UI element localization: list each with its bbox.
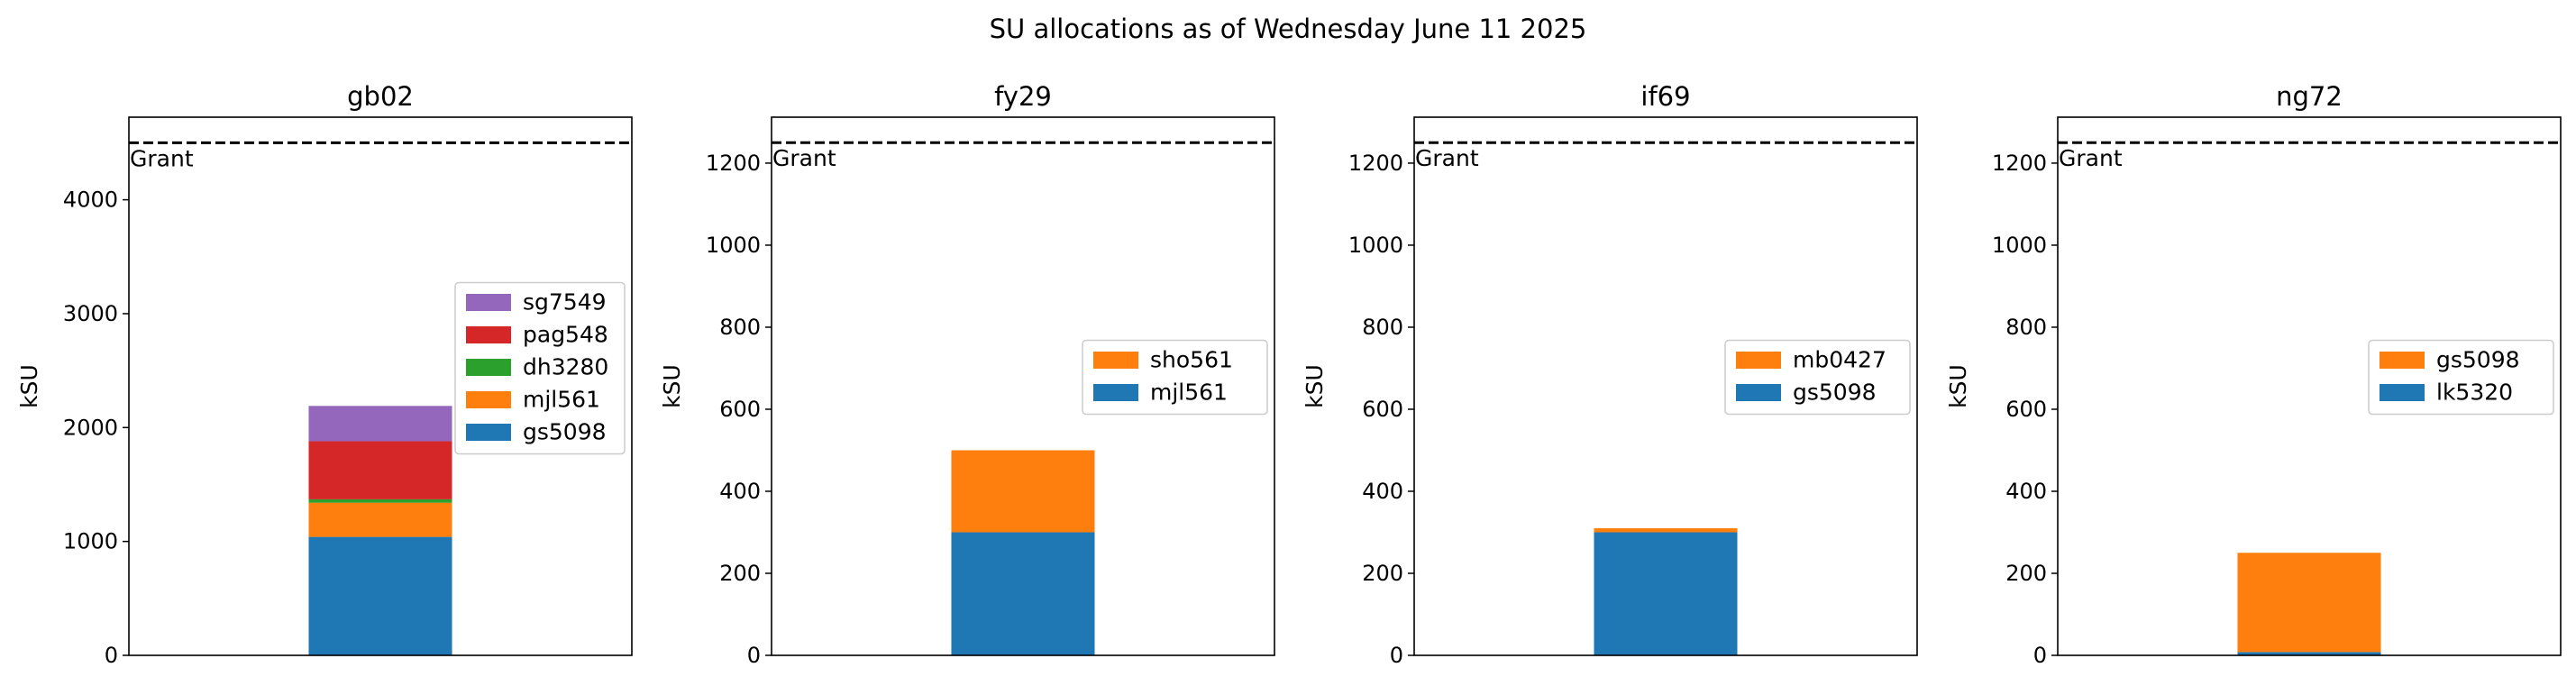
grant-label: Grant bbox=[130, 145, 194, 171]
y-tick-label: 1200 bbox=[1992, 151, 2047, 176]
legend-swatch-mb0427 bbox=[1736, 352, 1781, 369]
axes-frame bbox=[128, 116, 633, 656]
y-tick-label: 600 bbox=[1362, 397, 1403, 422]
y-tick-label: 1200 bbox=[1348, 151, 1403, 176]
y-tick-label: 800 bbox=[2005, 315, 2047, 340]
bar-segment-mjl561 bbox=[951, 532, 1095, 655]
y-tick-label: 4000 bbox=[63, 188, 118, 213]
y-tick-label: 1000 bbox=[1348, 233, 1403, 258]
legend-label-dh3280: dh3280 bbox=[523, 354, 608, 380]
panel-title: ng72 bbox=[2276, 81, 2343, 112]
figure-title: SU allocations as of Wednesday June 11 2… bbox=[990, 14, 1587, 44]
panel-title: if69 bbox=[1640, 81, 1690, 112]
grant-label: Grant bbox=[2059, 145, 2123, 171]
bar-segment-mb0427 bbox=[1594, 527, 1738, 533]
bar-segment-sg7549 bbox=[308, 406, 452, 442]
y-tick-label: 2000 bbox=[63, 415, 118, 440]
axes-frame bbox=[1413, 116, 1918, 656]
grant-label: Grant bbox=[1415, 145, 1479, 171]
y-tick-label: 200 bbox=[1362, 561, 1403, 586]
panel-title: gb02 bbox=[347, 81, 414, 112]
bar-segment-gs5098 bbox=[1594, 532, 1738, 655]
legend: sho561 mjl561 bbox=[1082, 339, 1268, 416]
y-tick-label: 0 bbox=[105, 643, 118, 668]
y-tick-label: 0 bbox=[1390, 643, 1403, 668]
y-tick-label: 0 bbox=[747, 643, 761, 668]
bar-segment-sho561 bbox=[951, 450, 1095, 533]
legend-label-mb0427: mb0427 bbox=[1793, 347, 1886, 373]
y-tick-label: 1000 bbox=[706, 233, 761, 258]
y-tick-label: 400 bbox=[1362, 479, 1403, 504]
legend-label-gs5098: gs5098 bbox=[2436, 347, 2520, 373]
y-tick-label: 400 bbox=[719, 479, 761, 504]
y-tick-label: 800 bbox=[1362, 315, 1403, 340]
chart-panels: gb02Grant01000200030004000kSUsg7549pag54… bbox=[16, 81, 2562, 668]
y-axis-label: kSU bbox=[659, 364, 685, 408]
y-tick-label: 600 bbox=[2005, 397, 2047, 422]
bar-segment-lk5320 bbox=[2237, 652, 2381, 655]
legend-label-mjl561: mjl561 bbox=[523, 387, 600, 413]
axes-frame bbox=[771, 116, 1275, 656]
chart-panel-ng72: ng72 Grant 0 200 400 600 800 1000 1200 kSU gs5098 l… bbox=[1945, 81, 2562, 668]
legend-label-mjl561: mjl561 bbox=[1150, 380, 1228, 406]
y-tick-label: 800 bbox=[719, 315, 761, 340]
legend-swatch-mjl561 bbox=[1093, 384, 1138, 401]
legend-swatch-mjl561 bbox=[466, 391, 511, 408]
legend-swatch-sg7549 bbox=[466, 294, 511, 311]
legend-label-sho561: sho561 bbox=[1150, 347, 1233, 373]
bar-segment-pag548 bbox=[308, 441, 452, 499]
y-tick-label: 600 bbox=[719, 397, 761, 422]
y-axis-label: kSU bbox=[1302, 364, 1328, 408]
legend-label-gs5098: gs5098 bbox=[1793, 380, 1877, 406]
y-tick-label: 0 bbox=[2033, 643, 2047, 668]
bar-segment-gs5098 bbox=[308, 536, 452, 655]
y-tick-label: 1000 bbox=[63, 529, 118, 554]
chart-panel-fy29: fy29 Grant 0 200 400 600 800 1000 1200 kSU sho561 m… bbox=[659, 81, 1275, 668]
bar-segment-mjl561 bbox=[308, 502, 452, 537]
legend: sg7549 pag548 dh3280 mjl561 gs5098 bbox=[454, 281, 626, 455]
y-axis-label: kSU bbox=[16, 364, 42, 408]
legend-swatch-gs5098 bbox=[466, 424, 511, 441]
legend: gs5098 lk5320 bbox=[2368, 339, 2554, 416]
legend-swatch-pag548 bbox=[466, 326, 511, 343]
chart-panel-if69: if69 Grant 0 200 400 600 800 1000 1200 kSU mb0427 g… bbox=[1302, 81, 1918, 668]
y-axis-label: kSU bbox=[1945, 364, 1971, 408]
legend-swatch-gs5098 bbox=[2380, 352, 2425, 369]
legend-label-lk5320: lk5320 bbox=[2436, 380, 2513, 406]
y-tick-label: 400 bbox=[2005, 479, 2047, 504]
legend-label-pag548: pag548 bbox=[523, 322, 608, 348]
legend-swatch-dh3280 bbox=[466, 359, 511, 376]
y-tick-label: 200 bbox=[719, 561, 761, 586]
axes-frame bbox=[2057, 116, 2562, 656]
bar-segment-gs5098 bbox=[2237, 553, 2381, 653]
y-tick-label: 1200 bbox=[706, 151, 761, 176]
grant-label: Grant bbox=[772, 145, 836, 171]
bar-segment-dh3280 bbox=[308, 498, 452, 503]
y-tick-label: 1000 bbox=[1992, 233, 2047, 258]
legend-swatch-sho561 bbox=[1093, 352, 1138, 369]
legend-swatch-gs5098 bbox=[1736, 384, 1781, 401]
legend-box bbox=[454, 281, 626, 455]
chart-panel-gb02: gb02 Grant 0 1000 2000 3000 4000 kSU sg7549 pag54… bbox=[16, 81, 633, 668]
y-tick-label: 3000 bbox=[63, 301, 118, 326]
panel-title: fy29 bbox=[994, 81, 1052, 112]
legend: mb0427 gs5098 bbox=[1724, 339, 1911, 416]
legend-label-gs5098: gs5098 bbox=[523, 419, 607, 445]
legend-swatch-lk5320 bbox=[2380, 384, 2425, 401]
y-tick-label: 200 bbox=[2005, 561, 2047, 586]
legend-label-sg7549: sg7549 bbox=[523, 289, 607, 316]
